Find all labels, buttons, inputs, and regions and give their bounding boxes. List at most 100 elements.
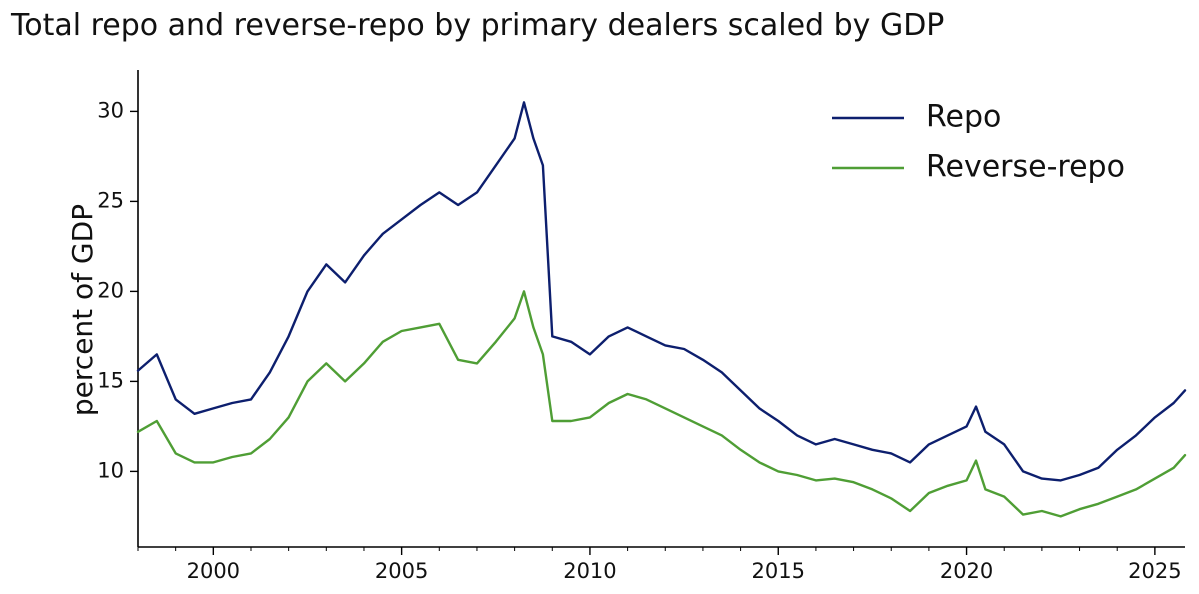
data-point: [532, 326, 535, 329]
data-point: [381, 340, 384, 343]
data-point: [909, 510, 911, 512]
legend-label: Reverse-repo: [926, 150, 1125, 185]
data-point: [325, 263, 328, 266]
data-point: [494, 164, 497, 167]
data-point: [589, 353, 591, 356]
data-point: [702, 425, 704, 428]
data-point: [871, 488, 874, 491]
data-point: [542, 164, 544, 167]
data-point: [664, 407, 667, 410]
legend: Repo Reverse-repo: [832, 100, 1125, 185]
data-point: [928, 492, 930, 494]
data-point: [137, 369, 139, 372]
data-point: [890, 497, 893, 500]
data-point: [739, 448, 742, 451]
data-point: [523, 101, 525, 104]
data-point: [1135, 434, 1137, 437]
data-point: [909, 461, 911, 464]
data-point: [513, 317, 516, 320]
data-point: [833, 438, 836, 440]
data-point: [570, 340, 572, 343]
x-tick-label: 2020: [940, 559, 993, 583]
data-point: [268, 371, 271, 374]
data-point: [513, 137, 516, 140]
data-point: [739, 389, 742, 392]
data-point: [250, 398, 252, 401]
data-point: [946, 484, 949, 487]
data-point: [815, 479, 817, 482]
x-tick-label: 2000: [187, 559, 240, 583]
data-point: [344, 281, 346, 284]
data-point: [1078, 474, 1081, 476]
data-point: [1097, 502, 1100, 505]
x-tick-label: 2010: [563, 559, 616, 583]
data-point: [532, 137, 535, 140]
data-point: [683, 416, 685, 419]
data-point: [664, 344, 667, 347]
data-point: [193, 461, 196, 464]
data-point: [965, 479, 968, 482]
data-point: [1154, 477, 1156, 480]
data-point: [1078, 508, 1081, 511]
data-point: [589, 416, 591, 419]
data-point: [720, 371, 723, 374]
data-point: [419, 204, 422, 206]
data-point: [268, 438, 271, 440]
data-point: [626, 326, 629, 329]
data-point: [1135, 488, 1137, 491]
data-point: [965, 425, 968, 428]
chart-title: Total repo and reverse-repo by primary d…: [11, 8, 945, 43]
y-tick-label: 10: [97, 458, 124, 482]
data-point: [551, 335, 554, 338]
data-point: [212, 407, 215, 410]
data-point: [1172, 466, 1175, 469]
data-point: [523, 290, 525, 293]
data-point: [438, 191, 441, 194]
data-point: [1059, 515, 1062, 518]
data-point: [975, 459, 977, 462]
data-point: [1184, 454, 1186, 457]
data-point: [551, 420, 554, 422]
data-point: [344, 380, 346, 383]
data-point: [777, 470, 780, 473]
data-point: [250, 452, 252, 455]
data-point: [212, 461, 215, 464]
data-point: [607, 335, 610, 338]
data-point: [400, 330, 403, 332]
data-point: [852, 443, 855, 446]
data-point: [476, 362, 478, 365]
data-point: [287, 416, 290, 419]
data-point: [419, 326, 422, 329]
data-point: [438, 322, 441, 325]
data-point: [1022, 513, 1024, 516]
legend-label: Repo: [926, 100, 1001, 135]
data-point: [1003, 443, 1006, 446]
data-point: [833, 477, 836, 480]
data-point: [306, 290, 309, 293]
data-point: [720, 434, 723, 437]
data-point: [174, 452, 177, 455]
data-point: [155, 420, 158, 422]
data-point: [381, 232, 384, 235]
y-axis-title: percent of GDP: [66, 204, 99, 416]
data-point: [984, 430, 987, 433]
y-tick-label: 25: [97, 188, 124, 212]
data-point: [542, 353, 544, 356]
data-point: [363, 254, 365, 257]
data-point: [231, 456, 234, 458]
data-point: [796, 434, 798, 437]
data-point: [306, 380, 309, 383]
data-point: [758, 407, 761, 410]
data-point: [494, 340, 497, 343]
data-point: [796, 474, 798, 476]
series-line-repo: [136, 101, 1187, 482]
data-point: [1022, 470, 1024, 473]
data-point: [852, 481, 855, 484]
data-point: [1059, 479, 1062, 482]
data-point: [1154, 416, 1156, 419]
data-point: [231, 402, 234, 404]
data-point: [287, 335, 290, 338]
x-tick-label: 2025: [1128, 559, 1181, 583]
data-point: [890, 452, 893, 455]
